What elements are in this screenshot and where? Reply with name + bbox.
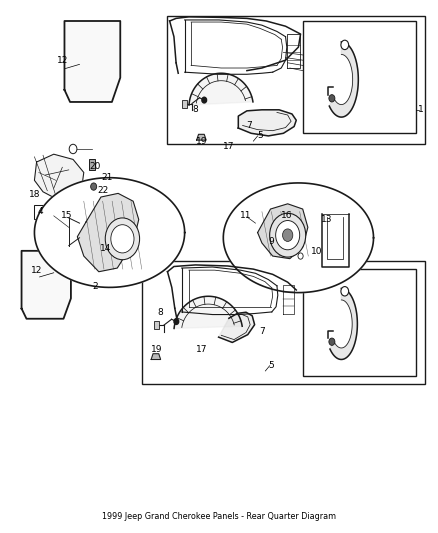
Bar bbox=[303, 269, 417, 376]
Bar bbox=[35, 205, 54, 220]
Polygon shape bbox=[64, 21, 120, 102]
Text: 15: 15 bbox=[61, 211, 72, 220]
Polygon shape bbox=[258, 204, 308, 259]
Circle shape bbox=[91, 183, 97, 190]
Text: 11: 11 bbox=[240, 211, 251, 220]
Circle shape bbox=[329, 338, 335, 345]
Circle shape bbox=[283, 229, 293, 241]
Circle shape bbox=[276, 221, 300, 250]
Text: 7: 7 bbox=[246, 121, 252, 130]
Text: 18: 18 bbox=[28, 190, 40, 199]
Text: 7: 7 bbox=[259, 327, 265, 336]
Text: 2: 2 bbox=[92, 282, 98, 291]
Text: 5: 5 bbox=[268, 361, 274, 370]
Polygon shape bbox=[238, 110, 296, 136]
Polygon shape bbox=[197, 134, 206, 140]
Text: 8: 8 bbox=[157, 308, 162, 317]
Text: 16: 16 bbox=[281, 211, 293, 220]
Circle shape bbox=[341, 287, 349, 296]
Polygon shape bbox=[174, 296, 242, 328]
Text: 8: 8 bbox=[193, 106, 198, 114]
Polygon shape bbox=[21, 251, 71, 319]
Text: 13: 13 bbox=[321, 215, 333, 224]
Polygon shape bbox=[78, 193, 139, 272]
Circle shape bbox=[69, 144, 77, 154]
Text: 9: 9 bbox=[268, 237, 274, 246]
Polygon shape bbox=[219, 312, 254, 342]
Circle shape bbox=[341, 40, 349, 50]
Bar bbox=[303, 21, 417, 133]
Text: 20: 20 bbox=[90, 161, 101, 171]
Circle shape bbox=[298, 253, 303, 259]
Text: 17: 17 bbox=[223, 142, 235, 151]
Polygon shape bbox=[223, 183, 374, 293]
Text: 21: 21 bbox=[102, 173, 113, 182]
Text: 1999 Jeep Grand Cherokee Panels - Rear Quarter Diagram: 1999 Jeep Grand Cherokee Panels - Rear Q… bbox=[102, 512, 336, 521]
Text: 1: 1 bbox=[418, 106, 424, 114]
Circle shape bbox=[105, 218, 140, 260]
Bar bbox=[182, 100, 187, 108]
Polygon shape bbox=[151, 354, 161, 359]
Text: 17: 17 bbox=[196, 344, 208, 353]
Text: 5: 5 bbox=[257, 132, 263, 140]
Text: 14: 14 bbox=[99, 244, 111, 253]
Text: 19: 19 bbox=[152, 344, 163, 353]
Circle shape bbox=[270, 213, 306, 257]
Text: 19: 19 bbox=[196, 136, 208, 146]
Circle shape bbox=[111, 225, 134, 253]
Polygon shape bbox=[189, 73, 253, 105]
Text: 4: 4 bbox=[38, 207, 44, 216]
Circle shape bbox=[329, 95, 335, 102]
Polygon shape bbox=[330, 288, 357, 359]
Text: 12: 12 bbox=[57, 55, 68, 64]
Polygon shape bbox=[35, 177, 185, 287]
Bar bbox=[167, 16, 425, 144]
Circle shape bbox=[202, 97, 207, 103]
Text: 12: 12 bbox=[31, 266, 42, 275]
Polygon shape bbox=[35, 154, 84, 199]
Text: 22: 22 bbox=[98, 186, 109, 195]
Text: 10: 10 bbox=[311, 247, 323, 256]
Bar bbox=[142, 261, 425, 384]
Bar bbox=[89, 159, 95, 170]
Polygon shape bbox=[329, 42, 358, 117]
Bar bbox=[154, 321, 159, 329]
Circle shape bbox=[174, 319, 179, 325]
